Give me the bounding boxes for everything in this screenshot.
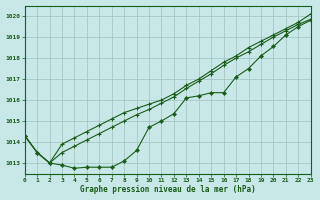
X-axis label: Graphe pression niveau de la mer (hPa): Graphe pression niveau de la mer (hPa) xyxy=(80,185,256,194)
